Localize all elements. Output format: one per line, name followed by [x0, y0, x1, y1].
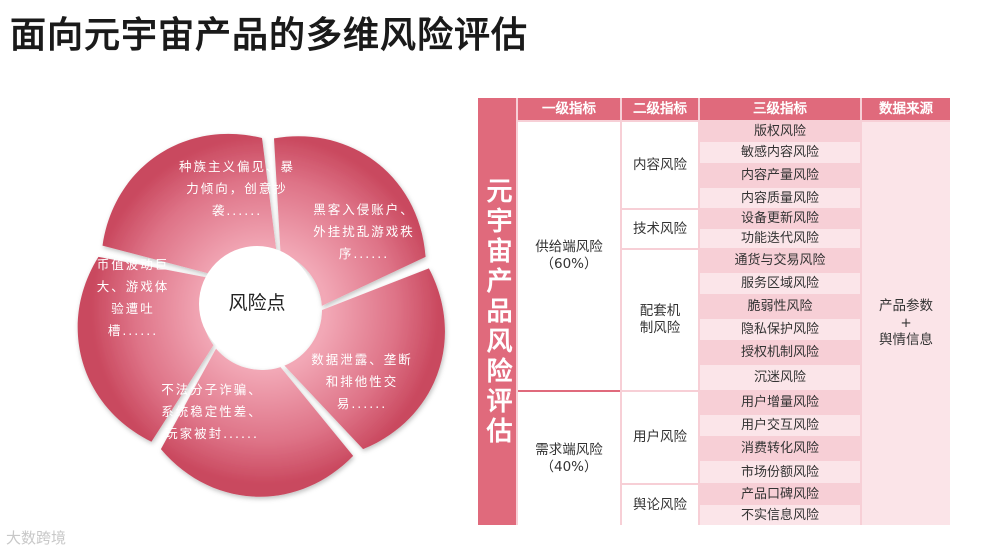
cycle-segment-2 [273, 136, 426, 306]
segment-3-text: 数据泄露、垄断和排他性交易...... [311, 352, 413, 411]
risk-assessment-table: 元宇宙产品风险评估 一级指标 二级指标 三级指标 数据来源 供给端风险 （60%… [478, 98, 950, 525]
source-line1: 产品参数 [879, 298, 933, 314]
level2-user: 用户风险 [622, 392, 698, 483]
level3-cell: 产品口碑风险 [700, 485, 860, 503]
source-line2: + [900, 315, 912, 331]
level1-supply-weight: （60%） [540, 256, 598, 272]
header-level2: 二级指标 [622, 98, 698, 120]
level3-cell: 用户增量风险 [700, 392, 860, 413]
level2-content: 内容风险 [622, 122, 698, 208]
level3-cell: 市场份额风险 [700, 461, 860, 483]
level1-demand: 需求端风险 （40%） [518, 392, 620, 525]
level1-supply-name: 供给端风险 [535, 239, 603, 255]
level3-cell: 不实信息风险 [700, 505, 860, 525]
cycle-segment-5 [77, 256, 214, 442]
level3-cell: 内容产量风险 [700, 165, 860, 186]
level3-cell: 敏感内容风险 [700, 142, 860, 163]
cycle-segment-3 [284, 268, 445, 450]
level3-cell: 设备更新风险 [700, 210, 860, 227]
level3-cell: 用户交互风险 [700, 415, 860, 436]
page-title: 面向元宇宙产品的多维风险评估 [10, 15, 529, 56]
level1-demand-weight: （40%） [540, 458, 598, 475]
header-level1: 一级指标 [518, 98, 620, 120]
segment-1-text: 种族主义偏见、暴力倾向，创意抄袭...... [178, 159, 295, 218]
cycle-segment-4 [160, 348, 354, 497]
level3-cell: 消费转化风险 [700, 438, 860, 459]
header-source: 数据来源 [862, 98, 950, 120]
level2-opinion: 舆论风险 [622, 485, 698, 525]
watermark: 大数跨境 [6, 529, 67, 547]
level2-tech: 技术风险 [622, 210, 698, 248]
level3-cell: 脆弱性风险 [700, 296, 860, 317]
segment-5-text: 币值波动巨大、游戏体验遭吐槽...... [96, 257, 170, 338]
level1-demand-name: 需求端风险 [535, 441, 603, 458]
level3-cell: 功能迭代风险 [700, 229, 860, 248]
level3-cell: 内容质量风险 [700, 188, 860, 208]
level3-cell: 隐私保护风险 [700, 319, 860, 340]
segment-4-text: 不法分子诈骗、系统稳定性差、玩家被封...... [161, 382, 263, 441]
side-title: 元宇宙产品风险评估 [478, 98, 516, 525]
level1-divider [518, 390, 620, 392]
level3-cell: 服务区域风险 [700, 273, 860, 294]
level3-cell: 沉迷风险 [700, 365, 860, 390]
segment-2-text: 黑客入侵账户、外挂扰乱游戏秩序...... [313, 202, 415, 261]
data-source: 产品参数 + 舆情信息 [862, 122, 950, 525]
cycle-segment-1 [102, 133, 277, 275]
level3-cell: 授权机制风险 [700, 342, 860, 363]
header-level3: 三级指标 [700, 98, 860, 120]
level1-supply: 供给端风险 （60%） [518, 122, 620, 390]
center-circle [199, 246, 315, 362]
level3-cell: 通货与交易风险 [700, 250, 860, 271]
source-line3: 舆情信息 [879, 332, 933, 348]
center-label: 风险点 [228, 292, 286, 314]
level2-mechanism: 配套机制风险 [622, 250, 698, 390]
level3-cell: 版权风险 [700, 122, 860, 140]
